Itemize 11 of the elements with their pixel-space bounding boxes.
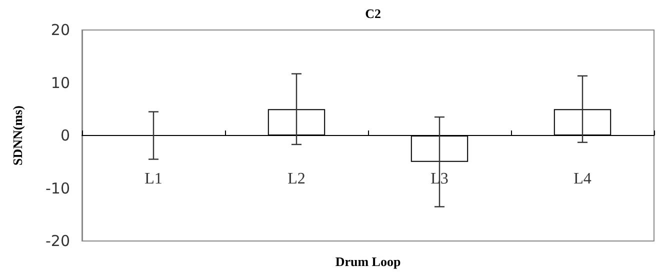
y-tick-label: -20 [46, 232, 70, 250]
chart-title: C2 [365, 6, 381, 21]
y-tick-label: 0 [60, 126, 70, 144]
y-tick-label: 20 [50, 21, 70, 39]
y-tick-label: -10 [46, 179, 70, 198]
x-tick-label: L1 [144, 170, 162, 188]
x-axis-title: Drum Loop [335, 254, 401, 269]
x-tick-label: L4 [574, 170, 592, 188]
x-tick-label: L2 [288, 170, 306, 188]
y-tick-label: 10 [50, 74, 70, 92]
y-axis-title: SDNN(ms) [10, 106, 25, 166]
